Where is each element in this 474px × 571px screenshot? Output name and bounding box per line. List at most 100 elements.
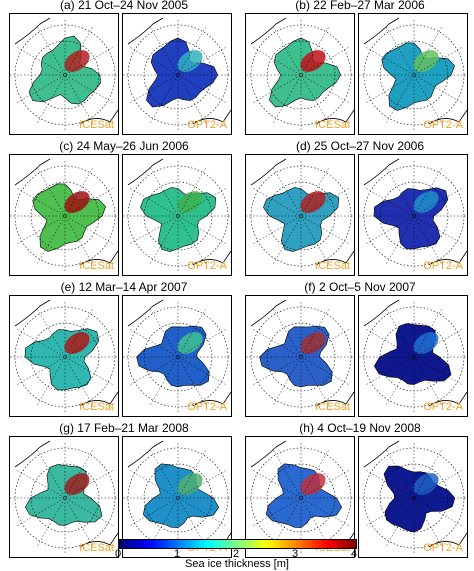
- arctic-map: [246, 299, 354, 412]
- meridian-line: [150, 450, 206, 546]
- panel-title: (d) 25 Oct–27 Nov 2006: [295, 139, 425, 153]
- latitude-circle: [30, 40, 100, 110]
- icesat-label: ICESat: [79, 119, 114, 131]
- meridian-line: [17, 47, 113, 103]
- meridian-line: [17, 470, 113, 526]
- meridian-line: [17, 47, 113, 103]
- panel-title: (g) 17 Feb–21 Mar 2008: [59, 421, 189, 435]
- latitude-circle: [266, 40, 336, 110]
- coastline: [250, 17, 287, 45]
- meridian-line: [273, 309, 329, 405]
- icesat-map-panel: ICESat: [9, 13, 119, 135]
- meridian-line: [273, 168, 329, 264]
- coastline: [14, 17, 51, 45]
- arctic-map: [359, 158, 467, 271]
- sea-ice-area: [383, 465, 456, 533]
- meridian-line: [37, 27, 93, 123]
- meridian-line: [130, 47, 226, 103]
- latitude-circle: [379, 463, 449, 533]
- coastline: [127, 299, 164, 327]
- opt2a-label: OPT2-A: [423, 260, 463, 272]
- opt2a-label: OPT2-A: [423, 542, 463, 554]
- meridian-line: [366, 470, 462, 526]
- meridian-line: [366, 47, 462, 103]
- latitude-circle: [266, 181, 336, 251]
- meridian-line: [37, 168, 93, 264]
- thick-ice-region: [177, 191, 203, 213]
- meridian-line: [130, 188, 226, 244]
- meridian-line: [37, 27, 93, 123]
- sea-ice-area: [32, 183, 106, 252]
- panel-title: (c) 24 May–26 Jun 2006: [59, 139, 189, 153]
- latitude-circle: [30, 463, 100, 533]
- meridian-line: [253, 188, 349, 244]
- opt2a-label: OPT2-A: [423, 119, 463, 131]
- meridian-line: [150, 27, 206, 123]
- meridian-line: [253, 47, 349, 103]
- thick-ice-region: [64, 332, 90, 354]
- thick-ice-region: [413, 50, 439, 72]
- opt2a-map-panel: OPT2-A: [122, 436, 232, 558]
- meridian-line: [37, 309, 93, 405]
- meridian-line: [130, 188, 226, 244]
- thick-ice-region: [64, 191, 90, 213]
- meridian-line: [253, 329, 349, 385]
- opt2a-map-panel: OPT2-A: [122, 154, 232, 276]
- meridian-line: [17, 329, 113, 385]
- meridian-line: [150, 450, 206, 546]
- opt2a-map-panel: OPT2-A: [122, 13, 232, 135]
- latitude-circle: [143, 40, 213, 110]
- meridian-line: [150, 309, 206, 405]
- thick-ice-region: [300, 473, 326, 495]
- meridian-line: [150, 168, 206, 264]
- coastline: [127, 158, 164, 186]
- coastline: [315, 109, 354, 125]
- coastline: [428, 391, 467, 407]
- icesat-map-panel: ICESat: [9, 154, 119, 276]
- thick-ice-region: [177, 473, 203, 495]
- sea-ice-area: [381, 42, 455, 111]
- panel-title: (h) 4 Oct–19 Nov 2008: [299, 421, 421, 435]
- coastline: [363, 440, 400, 468]
- colorbar-tick-4: 4: [351, 548, 358, 560]
- coastline: [250, 299, 287, 327]
- meridian-line: [366, 47, 462, 103]
- coastline: [14, 158, 51, 186]
- sea-ice-area: [373, 323, 452, 385]
- latitude-circle: [143, 463, 213, 533]
- coastline: [14, 440, 51, 468]
- coastline: [315, 250, 354, 266]
- arctic-map: [123, 17, 231, 130]
- opt2a-map-panel: OPT2-A: [358, 13, 468, 135]
- icesat-map-panel: ICESat: [9, 436, 119, 558]
- icesat-map-panel: ICESat: [245, 154, 355, 276]
- coastline: [79, 250, 118, 266]
- coastline: [127, 17, 164, 45]
- arctic-map: [123, 299, 231, 412]
- meridian-line: [366, 329, 462, 385]
- thick-ice-region: [177, 332, 203, 354]
- arctic-map: [10, 158, 118, 271]
- meridian-line: [130, 329, 226, 385]
- arctic-map: [246, 158, 354, 271]
- coastline: [363, 158, 400, 186]
- thick-ice-region: [177, 50, 203, 72]
- meridian-line: [386, 309, 442, 405]
- coastline: [250, 440, 287, 468]
- meridian-line: [253, 188, 349, 244]
- meridian-line: [386, 450, 442, 546]
- coastline: [79, 532, 118, 548]
- colorbar-tick-2: 2: [233, 548, 240, 560]
- latitude-circle: [30, 322, 100, 392]
- arctic-map: [359, 299, 467, 412]
- meridian-line: [366, 470, 462, 526]
- icesat-map-panel: ICESat: [245, 295, 355, 417]
- opt2a-label: OPT2-A: [187, 401, 227, 413]
- meridian-line: [386, 450, 442, 546]
- thick-ice-region: [413, 332, 439, 354]
- meridian-line: [273, 27, 329, 123]
- arctic-map: [359, 440, 467, 553]
- opt2a-map-panel: OPT2-A: [358, 295, 468, 417]
- coastline: [428, 109, 467, 125]
- colorbar-gradient: [119, 539, 357, 549]
